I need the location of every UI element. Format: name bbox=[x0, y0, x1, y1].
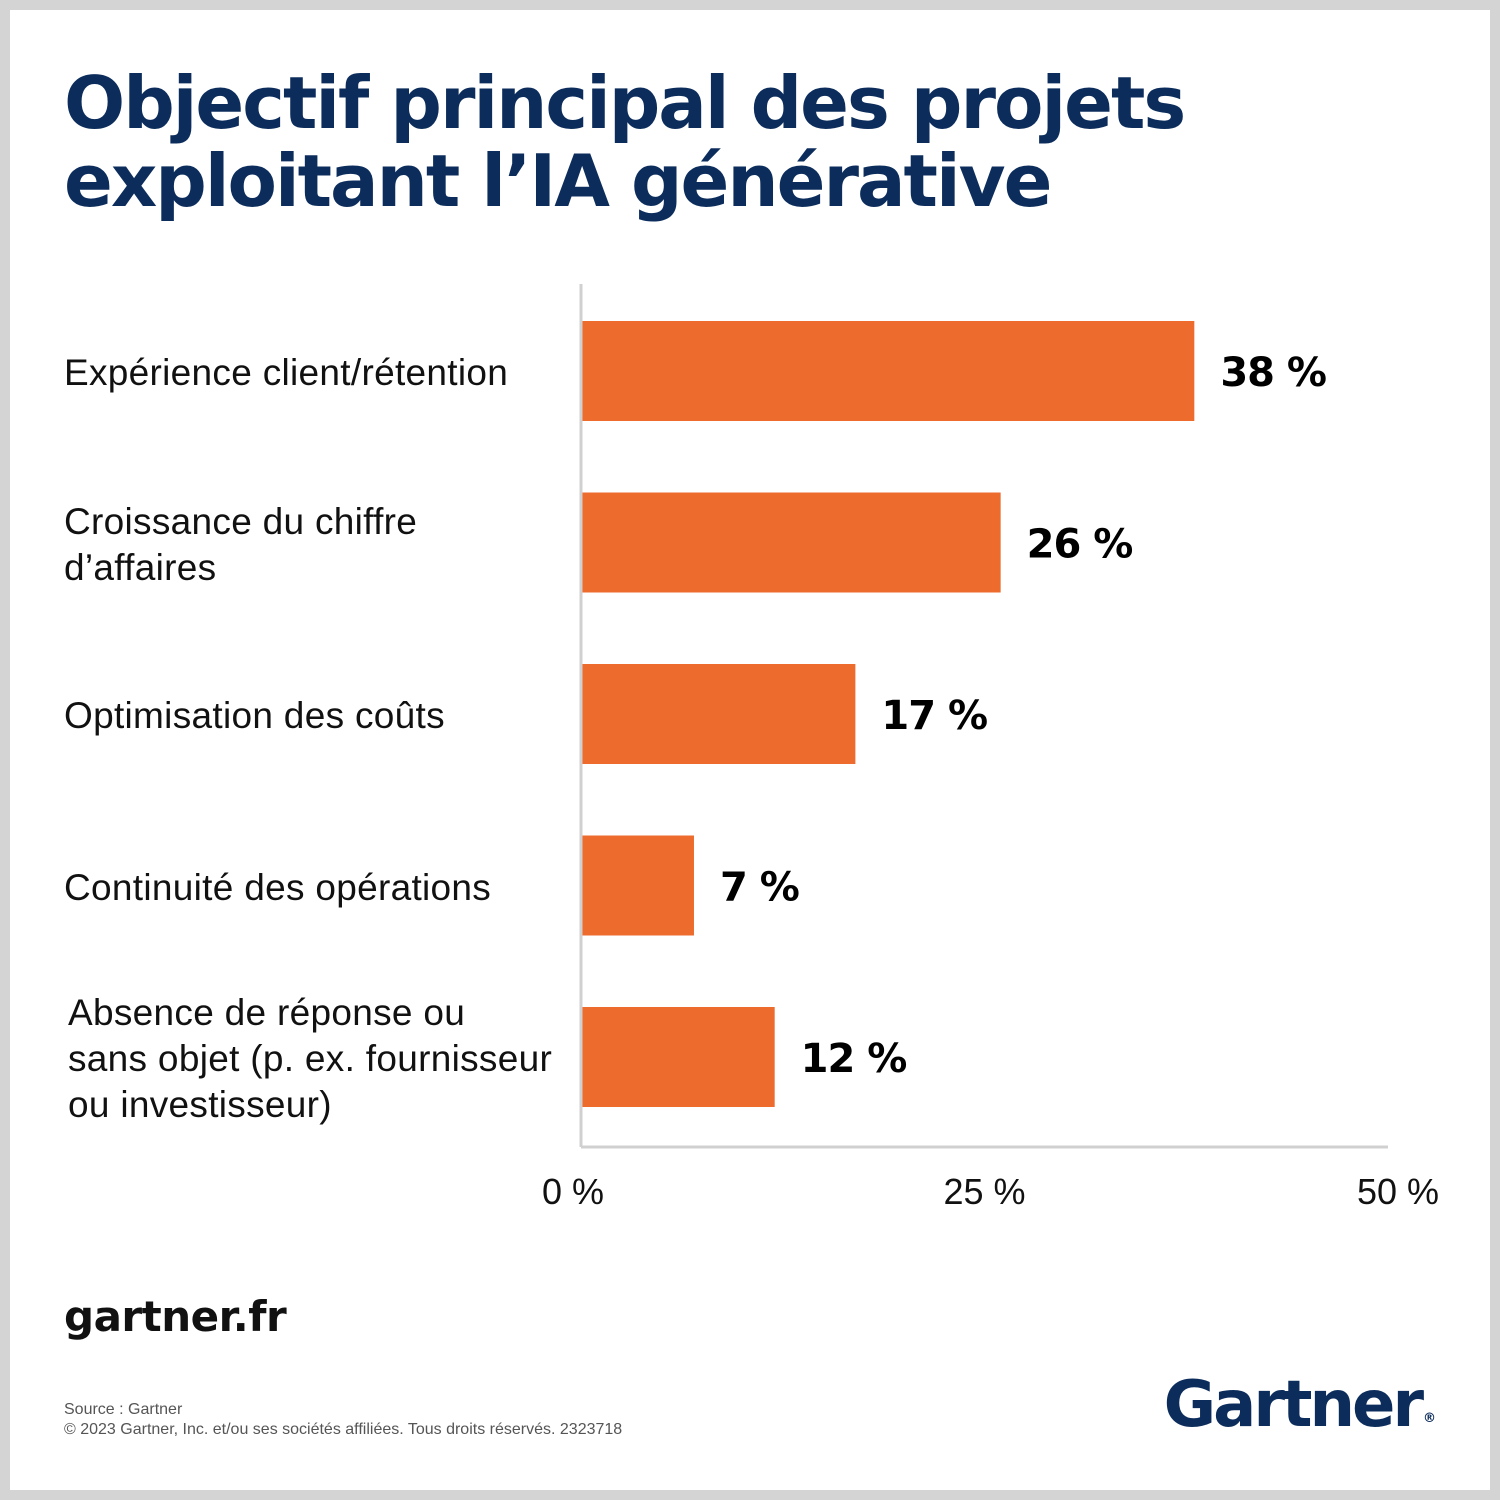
category-label-line: Croissance du chiffre bbox=[64, 500, 418, 542]
tick-label: 25 % bbox=[943, 1171, 1025, 1212]
category-label: Continuité des opérations bbox=[64, 813, 564, 963]
tick-label: 0 % bbox=[542, 1171, 604, 1212]
bar bbox=[582, 492, 1001, 593]
bar bbox=[582, 664, 856, 764]
category-label-text: Absence de réponse ou sans objet (p. ex. … bbox=[68, 990, 552, 1128]
category-label-text: Expérience client/rétention bbox=[64, 350, 508, 396]
gartner-logo: Gartner ® bbox=[1164, 1368, 1436, 1442]
chart-title: Objectif principal des projets exploitan… bbox=[64, 64, 1444, 220]
category-label-line: sans objet (p. ex. fournisseur bbox=[68, 1038, 553, 1079]
data-label: 17 % bbox=[881, 693, 987, 739]
category-label-text: Continuité des opérations bbox=[64, 865, 491, 911]
category-label-line: Continuité des opérations bbox=[64, 866, 492, 908]
logo-text: Gartner bbox=[1163, 1368, 1424, 1442]
data-label: 26 % bbox=[1027, 522, 1133, 568]
bar bbox=[582, 835, 694, 936]
category-label-text: Croissance du chiffre d’affaires bbox=[64, 499, 417, 591]
category-label: Croissance du chiffre d’affaires bbox=[64, 470, 564, 620]
source-note: Source : Gartner bbox=[64, 1401, 183, 1418]
data-label: 38 % bbox=[1220, 350, 1326, 396]
copyright-note: © 2023 Gartner, Inc. et/ou ses sociétés … bbox=[64, 1421, 623, 1438]
bar bbox=[582, 1007, 775, 1107]
category-label-line: Expérience client/rétention bbox=[64, 352, 509, 393]
tick-label: 50 % bbox=[1357, 1171, 1439, 1212]
category-label-line: d’affaires bbox=[64, 546, 217, 588]
category-label: Expérience client/rétention bbox=[64, 298, 564, 448]
website-link[interactable]: gartner.fr bbox=[64, 1292, 287, 1341]
data-label: 7 % bbox=[720, 865, 799, 911]
data-label: 12 % bbox=[801, 1036, 907, 1082]
bar bbox=[582, 321, 1195, 421]
registered-mark: ® bbox=[1423, 1411, 1436, 1426]
category-label-text: Optimisation des coûts bbox=[64, 693, 445, 739]
category-label-line: ou investisseur) bbox=[68, 1084, 332, 1125]
chart-title-line-2: exploitant l’IA générative bbox=[64, 139, 1052, 223]
category-label: Absence de réponse ou sans objet (p. ex. … bbox=[68, 984, 568, 1134]
chart-title-line-1: Objectif principal des projets bbox=[64, 61, 1186, 145]
category-label-line: Absence de réponse ou bbox=[68, 992, 466, 1033]
category-label-line: Optimisation des coûts bbox=[64, 695, 445, 736]
category-label: Optimisation des coûts bbox=[64, 641, 564, 791]
